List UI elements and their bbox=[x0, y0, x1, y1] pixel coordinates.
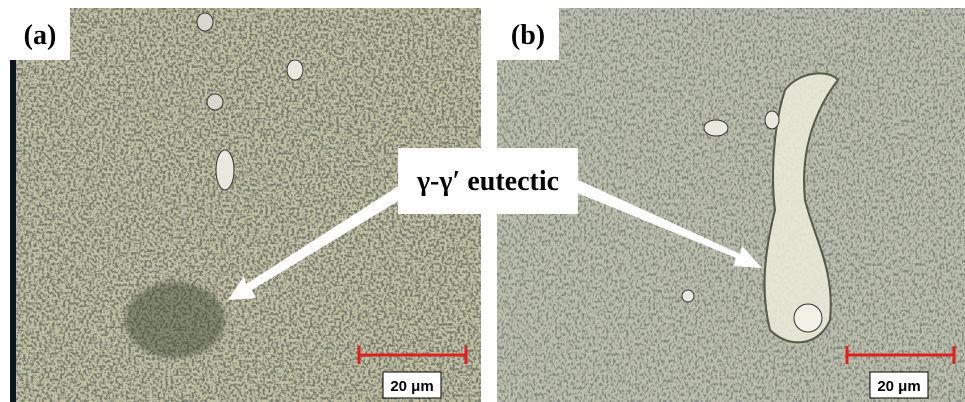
particle bbox=[287, 60, 303, 80]
particle bbox=[794, 304, 822, 332]
annotation: γ-γ′ eutectic bbox=[416, 166, 559, 197]
particle bbox=[216, 150, 234, 190]
figure: (a) 20 μm (b) 20 μm γ-γ′ eutectic bbox=[0, 0, 965, 402]
scale-text: 20 μm bbox=[877, 378, 920, 395]
particle bbox=[704, 120, 728, 136]
eutectic-region bbox=[125, 282, 225, 358]
scale-text: 20 μm bbox=[390, 378, 433, 395]
panel-label: (b) bbox=[511, 20, 545, 51]
particle bbox=[197, 13, 213, 31]
particle bbox=[682, 290, 694, 302]
edge bbox=[10, 8, 16, 402]
particle bbox=[765, 111, 779, 129]
panel-label: (a) bbox=[24, 20, 57, 51]
particle bbox=[207, 94, 223, 110]
page: {"panels": [{"label": "(a)", "scale_bar"… bbox=[0, 0, 965, 402]
